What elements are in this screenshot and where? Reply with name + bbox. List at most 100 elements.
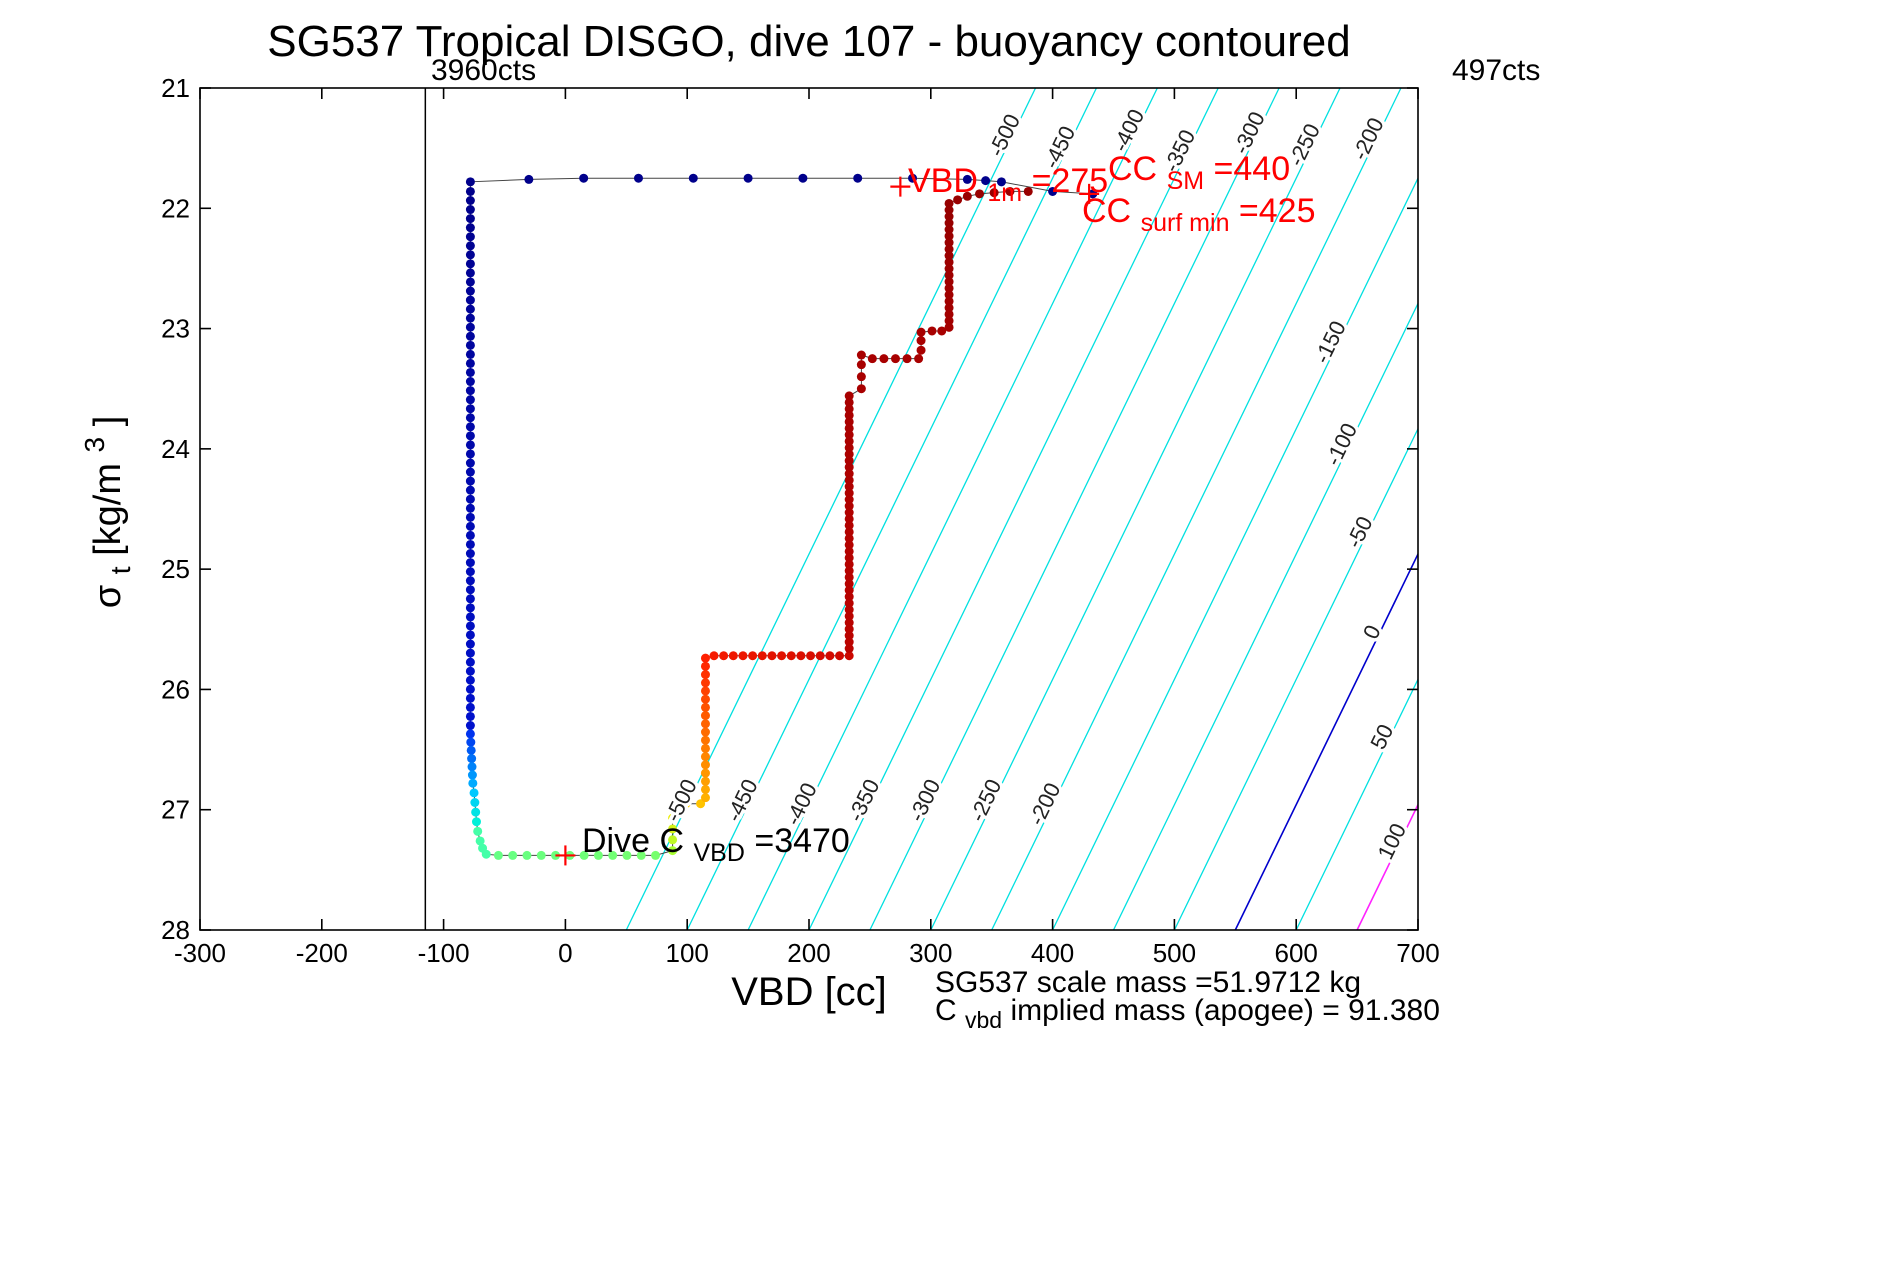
y-label-close: ] [87, 416, 129, 427]
trajectory-dot-mid-level-run [757, 651, 767, 661]
trajectory-dot-climb-dark-red-1 [844, 456, 854, 466]
trajectory-dot-descent-deep-blue [465, 621, 475, 631]
trajectory-dot-climb-dark-red-1 [844, 533, 854, 543]
trajectory-dot-descent-deep-blue [465, 304, 475, 314]
trajectory-dot-descent-deep-blue [465, 639, 475, 649]
trajectory-dot-climb-dark-red-1 [844, 540, 854, 550]
trajectory-dot-descent-deep-blue [465, 268, 475, 278]
trajectory-dot-climb-dark-red-2 [944, 218, 954, 228]
trajectory-dot-descent-deep-blue [465, 567, 475, 577]
trajectory-dot-climb-step-3 [916, 336, 926, 346]
trajectory-dot-descent-deep-blue [465, 295, 475, 305]
y-tick-label: 23 [161, 314, 190, 344]
trajectory-dot-mid-level-run [844, 651, 854, 661]
trajectory-dot-descent-deep-blue [465, 503, 475, 513]
trajectory-dot-climb-step-1 [696, 799, 706, 809]
trajectory-dot-bottom-run [522, 850, 532, 860]
trajectory-dot-climb-orange-red [700, 661, 710, 671]
trajectory-dot-climb-orange-red [700, 793, 710, 803]
trajectory-dot-descent-deep-blue [465, 585, 475, 595]
trajectory-dot-climb-dark-red-2 [944, 198, 954, 208]
y-tick-label: 24 [161, 434, 190, 464]
footer-implied-mass: C vbd implied mass (apogee) = 91.380 [935, 994, 1440, 1035]
trajectory-dot-climb-orange-red [700, 719, 710, 729]
trajectory-dot-descent-deep-blue [465, 395, 475, 405]
trajectory-group [465, 173, 1100, 866]
trajectory-dot-descent-deep-blue [465, 358, 475, 368]
trajectory-dot-surface-run [688, 173, 698, 183]
trajectory-dot-surface-run [743, 173, 753, 183]
trajectory-dot-climb-dark-red-1 [844, 391, 854, 401]
trajectory-dot-surface-run [633, 173, 643, 183]
trajectory-dot-climb-dark-red-2 [944, 290, 954, 300]
trajectory-dot-surface-tail [989, 188, 999, 198]
trajectory-dot-climb-dark-red-2 [944, 322, 954, 332]
trajectory-dot-mid-level-run [767, 651, 777, 661]
contour-line--450 [686, 88, 1098, 930]
trajectory-dot-climb-dark-red-1 [844, 397, 854, 407]
trajectory-dot-bottom-run [579, 850, 589, 860]
trajectory-dot-climb-dark-red-1 [844, 430, 854, 440]
footer-scale-mass: SG537 scale mass =51.9712 kg [935, 966, 1361, 999]
trajectory-dot-descent-cyan [471, 817, 481, 827]
y-label-sigma: σ [87, 585, 129, 608]
trajectory-dot-climb-dark-red-1 [844, 611, 854, 621]
trajectory-dot-climb-dark-red-2 [944, 283, 954, 293]
y-tick-label: 27 [161, 795, 190, 825]
trajectory-dot-descent-deep-blue [465, 259, 475, 269]
trajectory-dot-mid-run-3 [937, 326, 947, 336]
y-label-units: [kg/m [87, 463, 129, 556]
y-tick-label: 21 [161, 73, 190, 103]
contour-line--100 [1112, 302, 1418, 930]
contour-line--300 [869, 88, 1280, 930]
annotation-dive-cvbd: Dive C VBD =3470 [582, 822, 850, 869]
contour-line--150 [1052, 176, 1418, 930]
trajectory-dot-climb-dark-red-1 [844, 436, 854, 446]
trajectory-dot-descent-deep-blue [465, 702, 475, 712]
trajectory-dot-climb-dark-red-1 [844, 572, 854, 582]
trajectory-dot-climb-yellow [668, 802, 678, 812]
trajectory-dot-bottom-run [508, 850, 518, 860]
trajectory-dot-climb-step-2 [856, 350, 866, 360]
x-tick-label: 300 [909, 938, 952, 968]
trajectory-dot-descent-deep-blue [465, 313, 475, 323]
contour-line--50 [1173, 427, 1418, 930]
trajectory-dot-descent-deep-blue [465, 431, 475, 441]
trajectory-dot-climb-dark-red-1 [844, 488, 854, 498]
trajectory-dot-climb-step-3 [916, 327, 926, 337]
trajectory-dot-descent-deep-blue [465, 675, 475, 685]
y-label-sub-t: t [105, 566, 136, 574]
x-tick-label: 500 [1153, 938, 1196, 968]
trajectory-dot-bottom-run [636, 850, 646, 860]
trajectory-dot-climb-dark-red-1 [844, 579, 854, 589]
counts-left-label: 3960cts [431, 54, 536, 87]
trajectory-dot-descent-deep-blue [465, 603, 475, 613]
trajectory-dot-climb-dark-red-1 [844, 501, 854, 511]
trajectory-dot-mid-level-run [786, 651, 796, 661]
trajectory-dot-descent-deep-blue [465, 205, 475, 215]
trajectory-dot-descent-deep-blue [465, 494, 475, 504]
trajectory-dot-climb-dark-red-1 [844, 417, 854, 427]
trajectory-dot-climb-orange-red [700, 670, 710, 680]
trajectory-dot-climb-dark-red-2 [944, 264, 954, 274]
trajectory-dot-descent-deep-blue [465, 250, 475, 260]
trajectory-dot-climb-dark-red-1 [844, 520, 854, 530]
trajectory-dot-climb-yellow [668, 813, 678, 823]
trajectory-dot-descent-deep-blue [465, 377, 475, 387]
axis-ticks-group: -300 -200 -100 0 100 200 300 400 500 600 700 21 22 23… [161, 73, 1440, 968]
trajectory-dot-descent-deep-blue [465, 195, 475, 205]
y-tick-label: 22 [161, 193, 190, 223]
trajectory-dot-descent-deep-blue [465, 711, 475, 721]
y-tick-label: 26 [161, 674, 190, 704]
trajectory-dot-climb-dark-red-2 [944, 251, 954, 261]
counts-right-label: 497cts [1452, 54, 1540, 87]
x-tick-label: 100 [666, 938, 709, 968]
trajectory-dot-descent-deep-blue [465, 693, 475, 703]
annotation-cc-sm: CC SM =440 [1108, 150, 1290, 197]
trajectory-dot-mid-level-run [748, 651, 758, 661]
trajectory-dot-descent-cyan [470, 797, 480, 807]
trajectory-dot-descent-deep-blue [465, 214, 475, 224]
trajectory-dot-surface-tail [1023, 186, 1033, 196]
trajectory-dot-climb-orange-red [700, 702, 710, 712]
contour-line--200 [991, 88, 1402, 930]
